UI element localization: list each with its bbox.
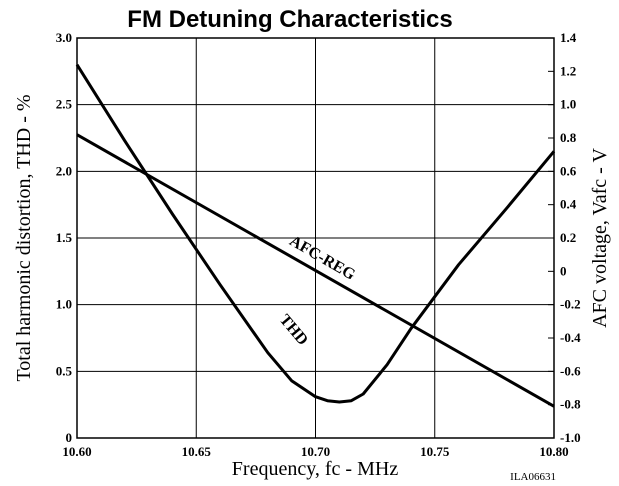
right-y-tick-labels: -1.0 -0.8 -0.6 -0.4 -0.2 0 0.2 0.4 0.6 0.8 1.0 1.2 1… <box>560 30 581 445</box>
label-thd: THD <box>276 311 311 348</box>
series-lines <box>75 63 556 408</box>
right-y-axis-label: AFC voltage, Vafc - V <box>589 148 611 328</box>
series-line-thd <box>75 63 556 404</box>
left-y-tick-label-4: 2.0 <box>56 163 72 178</box>
left-y-tick-label-3: 1.5 <box>56 230 73 245</box>
x-axis-label: Frequency, fc - MHz <box>232 458 399 480</box>
x-tick-label-1: 10.65 <box>182 444 212 459</box>
right-y-tick-label-1: -0.8 <box>560 397 581 412</box>
right-y-tick-label-3: -0.4 <box>560 330 581 345</box>
right-y-tick-label-0: -1.0 <box>560 430 581 445</box>
right-y-tick-label-10: 1.0 <box>560 97 576 112</box>
left-y-tick-label-1: 0.5 <box>56 363 73 378</box>
right-y-tick-label-7: 0.4 <box>560 197 577 212</box>
right-y-tick-label-12: 1.4 <box>560 30 577 45</box>
right-y-tick-label-8: 0.6 <box>560 163 577 178</box>
x-tick-labels: 10.60 10.65 10.70 10.75 10.80 <box>62 444 568 459</box>
label-afc-reg: AFC-REG <box>286 233 358 284</box>
right-y-tick-label-9: 0.8 <box>560 130 577 145</box>
plot-frame <box>76 37 555 439</box>
right-y-tick-label-6: 0.2 <box>560 230 576 245</box>
x-tick-label-0: 10.60 <box>62 444 91 459</box>
left-y-tick-labels: 0 0.5 1.0 1.5 2.0 2.5 3.0 <box>56 30 73 445</box>
right-y-tick-label-5: 0 <box>560 263 567 278</box>
right-y-tick-label-4: -0.2 <box>560 297 581 312</box>
left-y-tick-label-0: 0 <box>66 430 73 445</box>
left-y-tick-label-5: 2.5 <box>56 97 73 112</box>
figure-code: ILA06631 <box>510 471 556 483</box>
series-line-afc-reg <box>76 133 555 408</box>
left-y-axis-label: Total harmonic distortion, THD - % <box>13 94 35 381</box>
right-y-tick-label-11: 1.2 <box>560 63 576 78</box>
left-y-tick-label-2: 1.0 <box>56 297 72 312</box>
left-y-tick-label-6: 3.0 <box>56 30 72 45</box>
x-tick-label-4: 10.80 <box>539 444 568 459</box>
right-y-tick-label-2: -0.6 <box>560 363 581 378</box>
chart-title: FM Detuning Characteristics <box>127 6 452 33</box>
x-tick-label-3: 10.75 <box>420 444 450 459</box>
x-tick-label-2: 10.70 <box>301 444 330 459</box>
